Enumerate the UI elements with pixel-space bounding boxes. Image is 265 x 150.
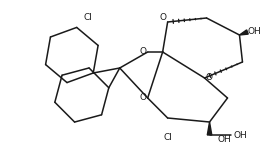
Text: O: O: [205, 74, 212, 82]
Text: OH: OH: [233, 130, 247, 140]
Text: OH: OH: [248, 27, 261, 36]
Text: Cl: Cl: [83, 14, 92, 22]
Text: O: O: [139, 93, 146, 102]
Text: Cl: Cl: [163, 134, 172, 142]
Text: O: O: [139, 48, 146, 57]
Text: OH: OH: [218, 135, 231, 144]
Polygon shape: [240, 30, 248, 35]
Polygon shape: [207, 122, 212, 135]
Text: O: O: [159, 14, 166, 22]
